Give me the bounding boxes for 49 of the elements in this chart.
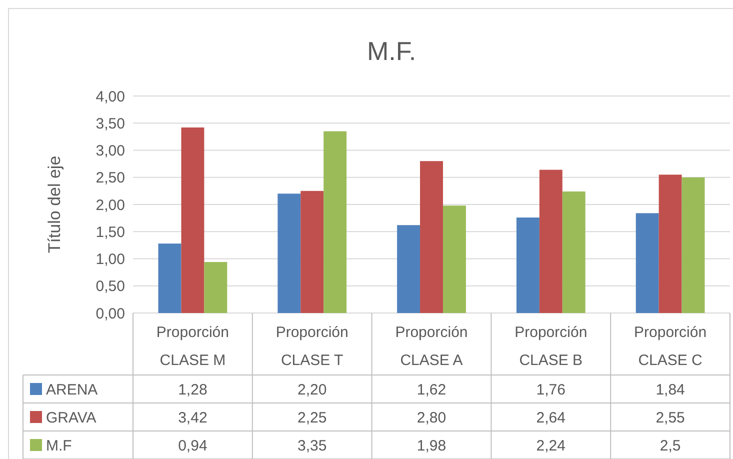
y-tick-label: 3,00 xyxy=(96,142,125,160)
x-tick-label: Proporción CLASE T xyxy=(276,324,348,369)
data-label: 1,76 xyxy=(536,381,566,398)
bar xyxy=(300,190,324,313)
data-label: 1,84 xyxy=(656,381,685,398)
bar xyxy=(682,177,705,313)
data-label: 0,94 xyxy=(178,437,208,454)
data-label: 2,64 xyxy=(536,409,566,426)
bar xyxy=(562,191,586,313)
data-label: 1,98 xyxy=(416,437,446,454)
bar xyxy=(442,206,466,313)
bar xyxy=(420,161,443,313)
y-tick-label: 2,00 xyxy=(96,196,125,214)
y-axis-title: Título del eje xyxy=(45,156,64,254)
x-tick-label: Proporción CLASE M xyxy=(156,324,229,369)
y-tick-label: 2,50 xyxy=(96,170,125,187)
y-tick-label: 0,50 xyxy=(96,278,125,296)
y-tick-label: 3,50 xyxy=(96,115,125,132)
bar xyxy=(324,131,347,313)
bar xyxy=(658,174,682,313)
bar xyxy=(204,262,228,313)
bar xyxy=(397,225,420,313)
x-tick-label: Proporción CLASE B xyxy=(514,324,588,369)
legend-label: M.F xyxy=(46,437,72,454)
data-label: 2,24 xyxy=(536,437,566,454)
data-label: 2,55 xyxy=(656,409,685,426)
y-tick-label: 0,00 xyxy=(96,305,125,322)
x-tick-label: Proporción CLASE C xyxy=(634,324,707,369)
bar xyxy=(539,170,562,313)
data-label: 2,80 xyxy=(416,409,446,426)
data-label: 3,35 xyxy=(298,437,327,454)
bar xyxy=(158,244,182,313)
bar xyxy=(516,218,540,313)
data-label: 1,62 xyxy=(416,381,446,398)
chart-title: M.F. xyxy=(366,36,416,66)
bar xyxy=(636,213,659,313)
legend-label: ARENA xyxy=(46,381,98,398)
y-tick-label: 1,00 xyxy=(96,251,125,268)
data-label: 2,5 xyxy=(660,437,681,454)
bar xyxy=(181,127,204,313)
data-label: 1,28 xyxy=(178,381,208,398)
data-label: 2,25 xyxy=(298,409,327,426)
data-label: 3,42 xyxy=(178,409,208,426)
y-tick-label: 4,00 xyxy=(96,88,125,106)
bar xyxy=(278,194,301,313)
legend-label: GRAVA xyxy=(46,409,96,426)
x-tick-label: Proporción CLASE A xyxy=(395,324,468,369)
y-tick-label: 1,50 xyxy=(96,224,125,241)
data-label: 2,20 xyxy=(298,381,327,398)
